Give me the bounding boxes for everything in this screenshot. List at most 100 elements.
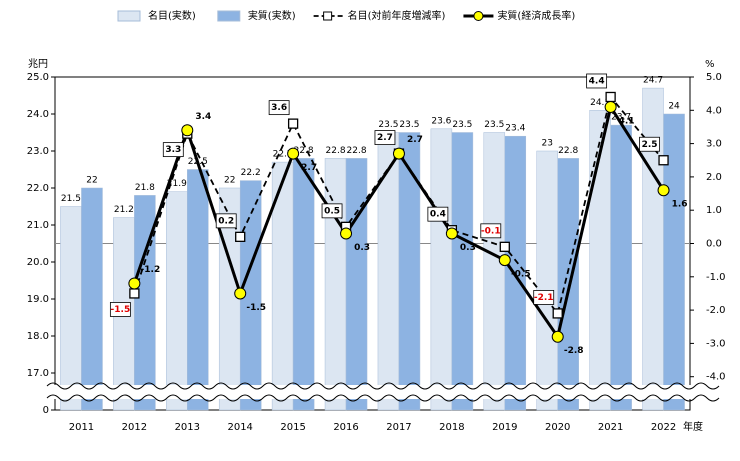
bar-value-label: 21.9 (167, 179, 187, 189)
label-box (533, 290, 555, 305)
bar-value-label: 23 (541, 139, 552, 149)
break-line (46, 394, 720, 402)
marker (235, 231, 246, 242)
x-tick-label: 2015 (280, 422, 305, 433)
legend-swatch (117, 10, 141, 22)
y-tick-label: 18.0 (27, 331, 49, 342)
y2-tick-label: 5.0 (706, 72, 722, 83)
legend-label: 実質(経済成長率) (497, 9, 575, 22)
label-box (586, 73, 608, 89)
bar-value-label: 24.1 (590, 98, 610, 108)
line-value-label: 1.6 (672, 200, 688, 210)
legend-label: 名目(対前年度増減率) (348, 9, 446, 22)
y-axis-unit: 兆円 (28, 58, 48, 70)
marker (392, 147, 405, 160)
legend-item: 実質(実数) (217, 9, 296, 22)
legend-label: 名目(実数) (148, 9, 196, 22)
bar (430, 128, 453, 411)
bar (292, 158, 315, 411)
line-value-label: 0.3 (460, 243, 476, 253)
bar-value-label: 22.8 (294, 146, 314, 156)
y2-tick-label: 1.0 (706, 205, 722, 216)
bar (557, 158, 579, 411)
bar-value-label: 24.7 (643, 76, 663, 86)
line-value-label: -0.1 (481, 226, 501, 236)
bar-value-label: 22.7 (273, 150, 293, 160)
y2-axis-unit: % (705, 59, 715, 70)
x-tick-label: 2019 (492, 422, 517, 433)
y2-tick-label: -1.0 (706, 272, 726, 283)
label-box (321, 203, 343, 219)
x-tick-label: 2017 (386, 422, 411, 433)
bar-value-label: 23.5 (484, 120, 504, 130)
bar-value-label: 23.5 (378, 120, 398, 130)
legend-item: 名目(対前年度増減率) (313, 9, 446, 22)
marker (129, 288, 140, 299)
bar-value-label: 23.7 (611, 113, 631, 123)
marker (181, 124, 194, 137)
marker (604, 100, 617, 113)
marker (605, 91, 616, 103)
bar (324, 158, 347, 411)
line-value-label: 3.6 (271, 103, 287, 113)
x-tick-label: 2021 (598, 422, 623, 433)
line-value-label: 2.7 (407, 135, 423, 145)
bar-value-label: 23.4 (505, 124, 525, 134)
y2-tick-label: 4.0 (706, 105, 722, 116)
line-value-label: 0.3 (354, 243, 370, 253)
bar (134, 195, 156, 411)
x-tick-label: 2016 (333, 422, 358, 433)
line-value-label: 2.7 (301, 163, 317, 173)
line-value-label: 4.1 (619, 116, 635, 126)
x-axis-label: 年度 (683, 420, 703, 433)
y-tick-label: 21.0 (27, 220, 49, 231)
marker (340, 227, 353, 240)
bar-value-label: 22.8 (558, 146, 578, 156)
label-box (639, 136, 660, 152)
bar (398, 132, 421, 411)
break-line (46, 382, 720, 390)
line-value-label: -1.2 (141, 265, 161, 275)
x-tick-label: 2022 (651, 422, 676, 433)
marker (499, 241, 510, 252)
bar (610, 124, 632, 411)
line-value-label: 2.7 (377, 133, 393, 143)
bar-value-label: 21.8 (135, 183, 155, 193)
line-value-label: -2.1 (534, 293, 554, 303)
bar (451, 132, 474, 411)
marker (552, 308, 563, 319)
bar-value-label: 21.5 (61, 194, 81, 204)
bar-value-label: 22.2 (241, 168, 261, 178)
marker (498, 254, 511, 267)
bar (536, 150, 558, 411)
y-tick-label: 20.0 (27, 257, 49, 268)
marker (551, 330, 564, 343)
y2-tick-label: -3.0 (706, 338, 726, 349)
marker (445, 227, 458, 240)
marker (658, 155, 669, 166)
bar-value-label: 22.8 (326, 146, 346, 156)
legend-swatch (217, 10, 241, 22)
bar-value-label: 21.2 (114, 205, 134, 215)
line-value-label: 3.3 (165, 145, 181, 155)
bar-value-label: 24 (668, 102, 680, 112)
x-tick-label: 2012 (122, 422, 147, 433)
y-tick-label: 19.0 (27, 294, 49, 305)
bar (187, 169, 209, 411)
line-value-label: -0.5 (511, 270, 531, 280)
line-value-label: 4.4 (589, 76, 605, 86)
line-value-label: 0.2 (218, 216, 234, 226)
line-value-label: -1.5 (111, 305, 131, 315)
bar-value-label: 23.5 (452, 120, 472, 130)
marker (128, 277, 141, 290)
y-tick-label: 0 (43, 405, 49, 416)
x-tick-label: 2011 (69, 422, 94, 433)
marker (657, 184, 670, 197)
bar-value-label: 22.8 (347, 146, 367, 156)
legend-item: 実質(経済成長率) (463, 9, 575, 22)
label-box (268, 100, 290, 116)
line-value-label: 0.5 (324, 206, 340, 216)
x-tick-label: 2014 (227, 422, 252, 433)
label-box (480, 223, 502, 239)
